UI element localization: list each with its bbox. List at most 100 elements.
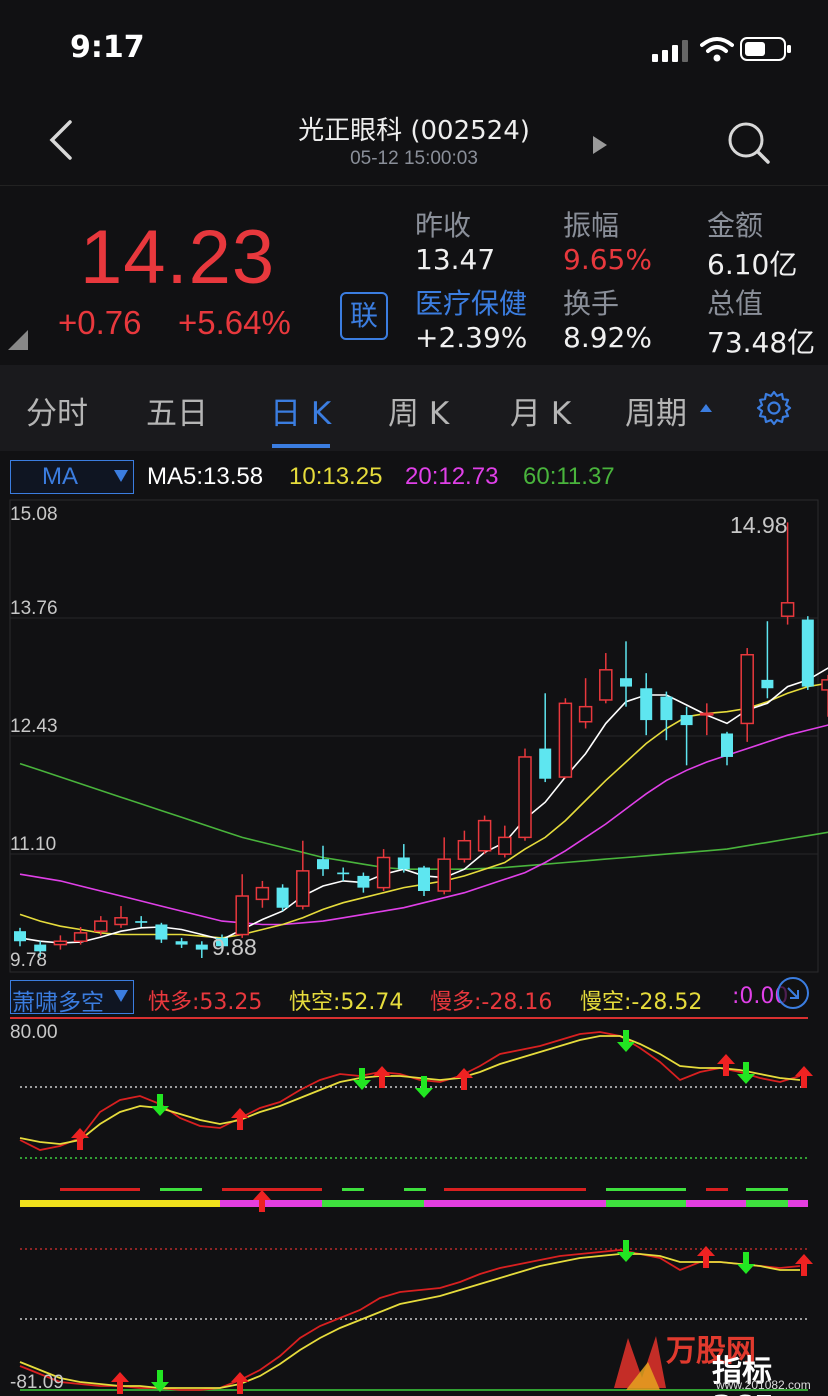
candle xyxy=(740,653,754,725)
candle xyxy=(578,705,593,723)
candle xyxy=(155,924,168,940)
sell-arrow-icon xyxy=(151,1370,169,1392)
gear-icon[interactable] xyxy=(756,390,792,426)
candle xyxy=(94,920,108,932)
buy-arrow-icon xyxy=(71,1128,89,1150)
buy-arrow-icon xyxy=(373,1066,391,1088)
candle xyxy=(477,819,492,852)
period-caret-icon xyxy=(700,404,712,412)
ma20-value: 20:12.73 xyxy=(405,463,499,490)
candle xyxy=(801,619,814,687)
period-tabs xyxy=(0,365,828,451)
watermark-brand2: 指标365 xyxy=(712,1354,775,1396)
tab-intraday[interactable]: 分时 xyxy=(26,396,88,432)
ma10-value: 10:13.25 xyxy=(289,463,383,490)
indicator-axis-top: 80.00 xyxy=(10,1022,58,1043)
candle xyxy=(195,944,208,950)
indicator-select[interactable] xyxy=(10,980,134,1014)
sell-arrow-icon xyxy=(151,1094,169,1116)
collapse-icon[interactable] xyxy=(776,976,810,1010)
candle xyxy=(14,931,26,942)
expand-corner-icon[interactable] xyxy=(8,330,28,350)
buy-arrow-icon xyxy=(795,1254,813,1276)
back-icon[interactable] xyxy=(44,118,76,162)
slow-long-line xyxy=(19,1249,801,1391)
sell-arrow-icon xyxy=(737,1252,755,1274)
fast-short-value: 快空:52.74 xyxy=(289,990,404,1015)
battery-icon xyxy=(740,37,791,61)
candle xyxy=(317,859,329,870)
tab-monthly-k[interactable]: 月 K xyxy=(510,396,572,432)
next-stock-icon[interactable] xyxy=(590,134,610,156)
candle xyxy=(175,941,188,945)
search-icon[interactable] xyxy=(724,118,772,166)
tab-weekly-k[interactable]: 周 K xyxy=(388,396,450,432)
candle xyxy=(73,932,88,942)
status-bar xyxy=(0,0,828,96)
price-axis-label: 15.08 xyxy=(10,504,58,525)
indicator-axis-bottom: -81.09 xyxy=(10,1372,64,1393)
buy-arrow-icon xyxy=(231,1108,249,1130)
fast-long-value: 快多:53.25 xyxy=(148,990,263,1015)
candle xyxy=(780,602,795,617)
candle xyxy=(558,702,573,778)
candle xyxy=(680,715,693,726)
sell-arrow-icon xyxy=(415,1076,433,1098)
candle xyxy=(376,856,391,889)
candle xyxy=(761,679,774,689)
tab-period[interactable]: 周期 xyxy=(625,396,687,432)
ma5-value: MA5:13.58 xyxy=(147,463,264,490)
slow-short-line xyxy=(19,1253,800,1389)
buy-arrow-icon xyxy=(795,1066,813,1088)
sector-link[interactable]: 医疗保健 xyxy=(415,287,528,320)
prev-close-label: 昨收 xyxy=(415,209,472,242)
sell-arrow-icon xyxy=(353,1068,371,1090)
sell-arrow-icon xyxy=(617,1030,635,1052)
watermark-logo xyxy=(614,1336,666,1390)
candle xyxy=(498,836,512,855)
buy-arrow-icon xyxy=(717,1054,735,1076)
tab-five-day[interactable]: 五日 xyxy=(146,396,208,432)
candle xyxy=(114,917,128,926)
buy-arrow-icon xyxy=(455,1068,473,1090)
low-price-label: 9.88 xyxy=(212,934,257,960)
high-price-label: 14.98 xyxy=(730,512,788,538)
quote-datetime: 05-12 15:00:03 xyxy=(350,148,478,169)
watermark-url: www.201082.com xyxy=(716,1378,811,1392)
signal-icon xyxy=(652,40,688,62)
candle xyxy=(599,669,613,701)
candle xyxy=(53,940,68,946)
turnover-value: 8.92% xyxy=(563,321,652,354)
signal-strip xyxy=(20,1188,808,1207)
buy-arrow-icon xyxy=(231,1372,249,1394)
sell-arrow-icon xyxy=(617,1240,635,1262)
candle xyxy=(397,857,410,870)
candle xyxy=(437,858,451,892)
price-change: +0.76 xyxy=(58,304,142,341)
candle xyxy=(640,688,653,721)
candle xyxy=(518,756,532,839)
tab-daily-k[interactable]: 日 K xyxy=(270,396,332,432)
market-cap-label: 总值 xyxy=(707,287,764,320)
amplitude-value: 9.65% xyxy=(563,243,652,276)
prev-close-value: 13.47 xyxy=(415,243,496,276)
candle xyxy=(700,712,714,716)
price-axis-label: 9.78 xyxy=(10,950,47,971)
last-price: 14.23 xyxy=(80,215,276,300)
active-tab-indicator xyxy=(272,444,330,448)
price-change-pct: +5.64% xyxy=(178,304,291,341)
fast-short-line xyxy=(19,1035,801,1145)
amplitude-label: 振幅 xyxy=(563,209,620,242)
candle xyxy=(357,875,370,888)
candle xyxy=(418,867,430,891)
candle xyxy=(821,679,828,691)
ma-indicator-select[interactable] xyxy=(10,460,134,494)
link-button[interactable]: 联 xyxy=(340,292,388,340)
amount-value: 6.10亿 xyxy=(707,248,798,281)
ma-select-label: MA xyxy=(42,463,78,490)
candle xyxy=(457,839,472,860)
candle xyxy=(539,748,552,779)
